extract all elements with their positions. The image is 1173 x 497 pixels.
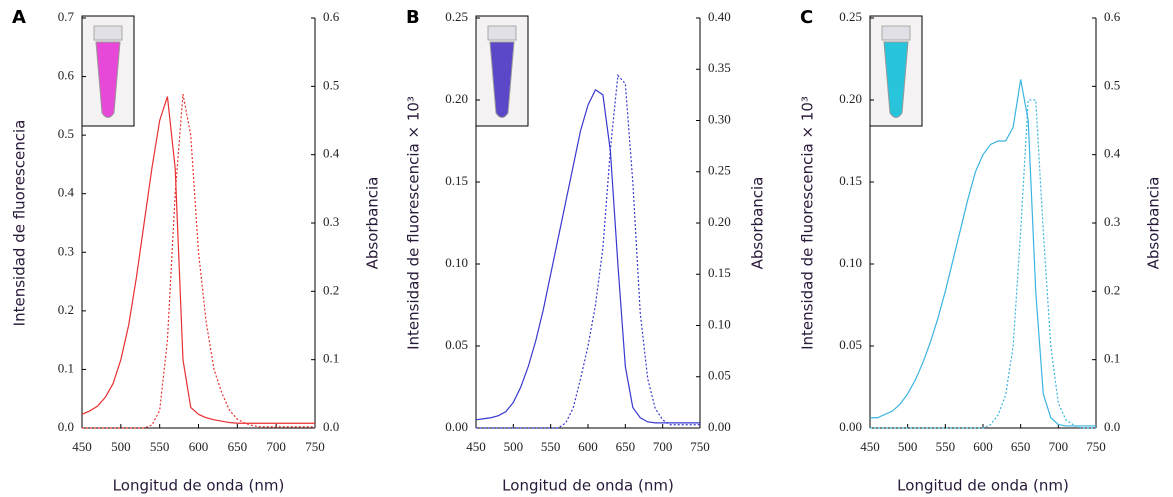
y2-tick-label: 0.30 [708, 111, 731, 126]
y-tick-label: 0.15 [839, 173, 862, 188]
tube-cap [487, 25, 517, 41]
y-axis-title: Intensidad de fluorescencia × 10³ [405, 96, 423, 350]
panel: 450 500 550 600 650 700 750 0.0 0.1 0.2 0.3 0.4 0.5 0… [11, 7, 382, 495]
y-tick-label: 0.25 [445, 9, 468, 24]
x-tick-label: 600 [189, 439, 209, 454]
y-tick-label: 0.5 [58, 126, 74, 141]
panel-letter: C [800, 7, 813, 28]
x-tick-label: 650 [1011, 439, 1031, 454]
tube [95, 41, 121, 118]
y-tick-label: 0.10 [839, 255, 862, 270]
y2-tick-label: 0.5 [323, 77, 339, 92]
y2-tick-label: 0.4 [1104, 146, 1121, 161]
tube [489, 41, 515, 118]
fluorescence-line [476, 74, 700, 429]
y-axis-title: Intensidad de fluorescencia [11, 120, 29, 327]
x-axis-title: Longitud de onda (nm) [897, 477, 1069, 495]
y-tick-label: 0.20 [445, 91, 468, 106]
y2-tick-label: 0.6 [323, 9, 340, 24]
x-tick-label: 750 [690, 439, 710, 454]
x-tick-label: 500 [504, 439, 524, 454]
y2-tick-label: 0.3 [1104, 214, 1120, 229]
absorbance-line [81, 96, 315, 424]
y2-tick-label: 0.2 [1104, 282, 1120, 297]
y2-tick-label: 0.25 [708, 163, 731, 178]
y2-tick-label: 0.15 [708, 265, 731, 280]
y-tick-label: 0.25 [839, 9, 862, 24]
panel-letter: B [406, 7, 420, 28]
x-tick-label: 450 [466, 439, 486, 454]
y-tick-label: 0.6 [58, 68, 75, 83]
y2-axis-title: Absorbancia [749, 177, 767, 270]
absorbance-line [475, 88, 700, 424]
x-tick-label: 550 [541, 439, 561, 454]
y-tick-label: 0.4 [58, 185, 75, 200]
x-tick-label: 650 [228, 439, 248, 454]
panel: 450 500 550 600 650 700 750 0.00 0.05 0.10 0.15 0.2… [405, 7, 767, 495]
inset-image [81, 15, 135, 127]
x-tick-label: 750 [305, 439, 325, 454]
y2-tick-label: 0.05 [708, 368, 731, 383]
y-tick-label: 0.15 [445, 173, 468, 188]
y2-tick-label: 0.0 [1104, 419, 1120, 434]
y2-tick-label: 0.1 [1104, 351, 1120, 366]
x-tick-label: 500 [111, 439, 131, 454]
y-tick-label: 0.05 [445, 337, 468, 352]
x-tick-label: 550 [150, 439, 170, 454]
y2-axis-title: Absorbancia [1145, 177, 1163, 270]
y2-tick-label: 0.10 [708, 316, 731, 331]
y-tick-label: 0.2 [58, 302, 74, 317]
inset-image [869, 15, 923, 127]
y2-tick-label: 0.1 [323, 351, 339, 366]
y-tick-label: 0.20 [839, 91, 862, 106]
panel: 450 500 550 600 650 700 750 0.00 0.05 0.10 0.15 0.2… [799, 7, 1163, 495]
x-tick-label: 650 [616, 439, 636, 454]
tube-cap [881, 25, 911, 41]
x-tick-label: 750 [1086, 439, 1106, 454]
absorbance-line [870, 79, 1096, 427]
x-tick-label: 500 [898, 439, 918, 454]
y-tick-label: 0.3 [58, 243, 74, 258]
y2-tick-label: 0.6 [1104, 9, 1121, 24]
x-tick-label: 550 [936, 439, 956, 454]
y-tick-label: 0.7 [58, 9, 75, 24]
y-tick-label: 0.10 [445, 255, 468, 270]
y-tick-label: 0.1 [58, 360, 74, 375]
y-axis-title: Intensidad de fluorescencia × 10³ [799, 96, 817, 350]
panel-letter: A [12, 7, 26, 28]
x-tick-label: 450 [860, 439, 880, 454]
y2-tick-label: 0.3 [323, 214, 339, 229]
x-tick-label: 450 [72, 439, 92, 454]
y2-axis-title: Absorbancia [364, 177, 382, 270]
fluorescence-line [870, 99, 1096, 429]
x-axis-title: Longitud de onda (nm) [113, 477, 285, 495]
y2-tick-label: 0.5 [1104, 77, 1120, 92]
x-tick-label: 600 [973, 439, 993, 454]
y2-tick-label: 0.2 [323, 282, 339, 297]
x-tick-label: 700 [266, 439, 286, 454]
x-tick-label: 700 [653, 439, 673, 454]
tube-cap [93, 25, 123, 41]
y2-tick-label: 0.35 [708, 60, 731, 75]
y2-tick-label: 0.40 [708, 9, 731, 24]
fluorescence-line [82, 94, 315, 429]
y2-tick-label: 0.0 [323, 419, 339, 434]
y2-tick-label: 0.4 [323, 146, 340, 161]
y2-tick-label: 0.00 [708, 419, 731, 434]
y2-tick-label: 0.20 [708, 214, 731, 229]
tube [883, 41, 909, 118]
y-tick-label: 0.00 [445, 419, 468, 434]
x-axis-title: Longitud de onda (nm) [502, 477, 674, 495]
y-tick-label: 0.00 [839, 419, 862, 434]
y-tick-label: 0.05 [839, 337, 862, 352]
inset-image [475, 15, 529, 127]
y-tick-label: 0.0 [58, 419, 74, 434]
x-tick-label: 700 [1049, 439, 1069, 454]
x-tick-label: 600 [578, 439, 598, 454]
